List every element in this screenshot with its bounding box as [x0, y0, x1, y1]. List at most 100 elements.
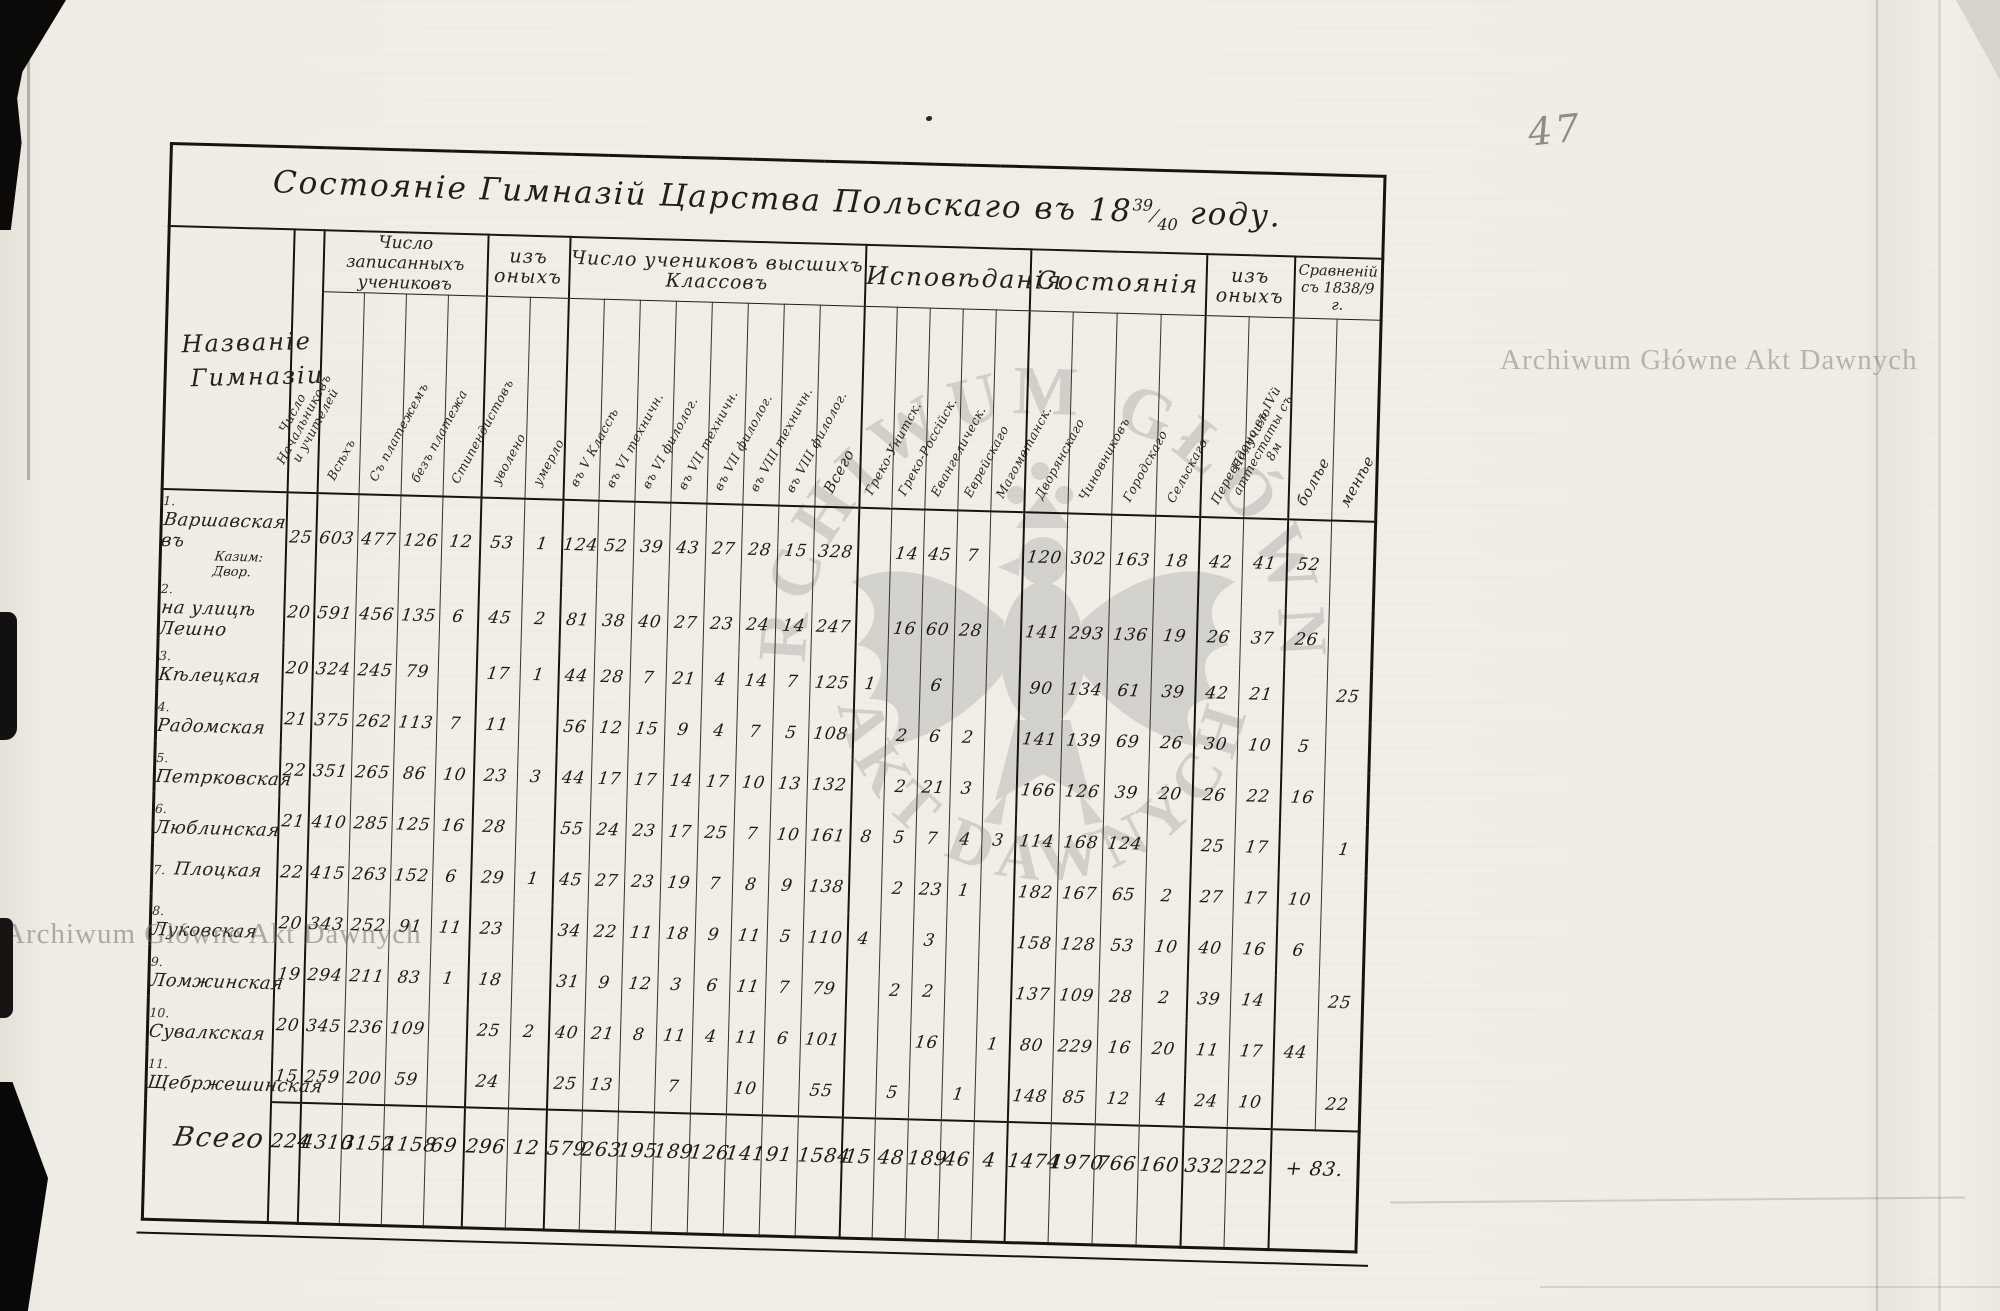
gymnasium-name-cell: 9.Ломжинская — [148, 953, 285, 994]
value-cell: 6 — [438, 585, 479, 648]
totals-value-cell: 579 — [544, 1109, 588, 1186]
value-cell: 39 — [1186, 972, 1232, 1025]
group-header-of-those-1: изъ оныхъ — [486, 234, 571, 299]
value-cell: 1 — [946, 864, 982, 917]
value-cell: 125 — [391, 798, 435, 851]
value-cell: 20 — [283, 581, 315, 644]
value-cell — [977, 967, 1012, 1020]
value-cell: 26 — [1191, 768, 1237, 822]
spacer-cell — [461, 1182, 507, 1229]
group-header-of-those-2: изъ оныхъ — [1205, 254, 1295, 318]
value-cell: 20 — [1140, 1022, 1187, 1075]
value-cell: 83 — [387, 951, 431, 1004]
value-cell — [847, 861, 883, 914]
value-cell: 28 — [471, 800, 517, 853]
value-cell: 22 — [1315, 1078, 1361, 1132]
value-cell: 11 — [727, 1011, 766, 1064]
gymnasium-name-cell: 11.Щебржешинская — [146, 1055, 325, 1098]
value-cell: 14 — [737, 654, 775, 707]
value-cell: 69 — [1104, 715, 1151, 768]
value-cell: 14 — [889, 508, 925, 599]
value-cell: 56 — [556, 700, 594, 753]
value-cell — [1273, 975, 1320, 1028]
value-cell: 158 — [1011, 917, 1057, 970]
column-header-jewish: Еврейскаго — [957, 309, 1011, 512]
value-cell: 11 — [622, 906, 660, 959]
value-cell: 29 — [470, 851, 516, 904]
value-cell — [945, 915, 980, 968]
totals-label-cell: Всего — [171, 1121, 268, 1155]
film-shadow-line — [27, 0, 30, 480]
value-cell: 4 — [701, 653, 739, 706]
value-cell: 24 — [464, 1055, 510, 1109]
value-cell: 45 — [922, 509, 958, 600]
value-cell: 5 — [882, 811, 917, 864]
spacer-cell — [759, 1190, 797, 1237]
totals-value-cell: 1474 — [1005, 1122, 1062, 1199]
value-cell: 91 — [388, 900, 433, 953]
value-cell: 138 — [803, 860, 850, 913]
value-cell: 24 — [589, 803, 627, 856]
value-cell: 7 — [765, 961, 803, 1014]
value-cell: 16 — [433, 799, 473, 852]
value-cell: 38 — [594, 589, 633, 652]
value-cell: 136 — [1107, 603, 1154, 666]
value-cell: 3 — [657, 958, 695, 1011]
value-cell — [854, 596, 890, 659]
value-cell: 1 — [975, 1018, 1011, 1071]
value-cell: 252 — [346, 899, 391, 952]
value-cell: 24 — [738, 593, 777, 656]
totals-value-cell: 332 — [1181, 1126, 1228, 1203]
value-cell: 18 — [658, 907, 696, 960]
value-cell: 11 — [474, 698, 520, 751]
totals-value-cell: 4310 — [298, 1102, 355, 1179]
totals-value-cell: 296 — [462, 1107, 509, 1184]
value-cell: 16 — [887, 597, 923, 660]
value-cell — [843, 1014, 879, 1067]
value-cell: 163 — [1109, 514, 1156, 605]
value-cell: 603 — [314, 493, 360, 584]
value-cell: 3 — [516, 750, 557, 803]
value-cell: 14 — [1230, 974, 1276, 1027]
value-cell: 211 — [345, 950, 389, 1003]
gymnasium-name-cell: 10.Сувалкская — [147, 1004, 267, 1045]
totals-value-cell: 224 — [268, 1102, 312, 1178]
value-cell — [886, 658, 921, 711]
value-cell: 23 — [913, 863, 949, 916]
value-cell: 1 — [941, 1068, 976, 1122]
value-cell: 7 — [436, 697, 476, 750]
value-cell: 20 — [271, 999, 304, 1051]
value-cell: 343 — [304, 897, 349, 951]
totals-value-cell: 141 — [724, 1114, 767, 1191]
value-cell — [515, 801, 555, 854]
value-cell: 351 — [308, 745, 353, 798]
spacer-cell — [1135, 1200, 1182, 1248]
value-cell: 591 — [312, 582, 357, 645]
gymnasium-name-cell: 4.Радомская — [155, 698, 267, 739]
value-cell: 2 — [880, 862, 916, 915]
value-cell: 7 — [773, 655, 811, 708]
value-cell: 52 — [1285, 519, 1332, 610]
group-header-comparison: Сравненій съ 1838/9 г. — [1293, 256, 1383, 321]
value-cell: 40 — [630, 590, 669, 653]
value-cell: 61 — [1106, 664, 1152, 717]
value-cell: 10 — [769, 808, 807, 861]
value-cell: 236 — [343, 1001, 388, 1054]
paper-corner-top-right — [1956, 0, 2000, 80]
film-edge-low — [0, 918, 13, 1018]
value-cell: 23 — [623, 855, 662, 908]
value-cell — [508, 1056, 548, 1110]
value-cell — [974, 1069, 1009, 1123]
value-cell: 1 — [522, 498, 563, 589]
spacer-cell — [723, 1189, 761, 1236]
value-cell — [1319, 925, 1365, 978]
value-cell: 17 — [590, 752, 629, 805]
value-cell: 22 — [586, 905, 624, 958]
value-cell — [427, 1003, 468, 1056]
value-cell: 79 — [801, 962, 847, 1015]
value-cell: 26 — [1148, 716, 1195, 769]
column-header-mohammedan: Магометанск. — [990, 309, 1055, 513]
value-cell: 161 — [805, 809, 851, 862]
value-cell: 59 — [384, 1053, 428, 1107]
spacer-cell — [1267, 1204, 1314, 1251]
